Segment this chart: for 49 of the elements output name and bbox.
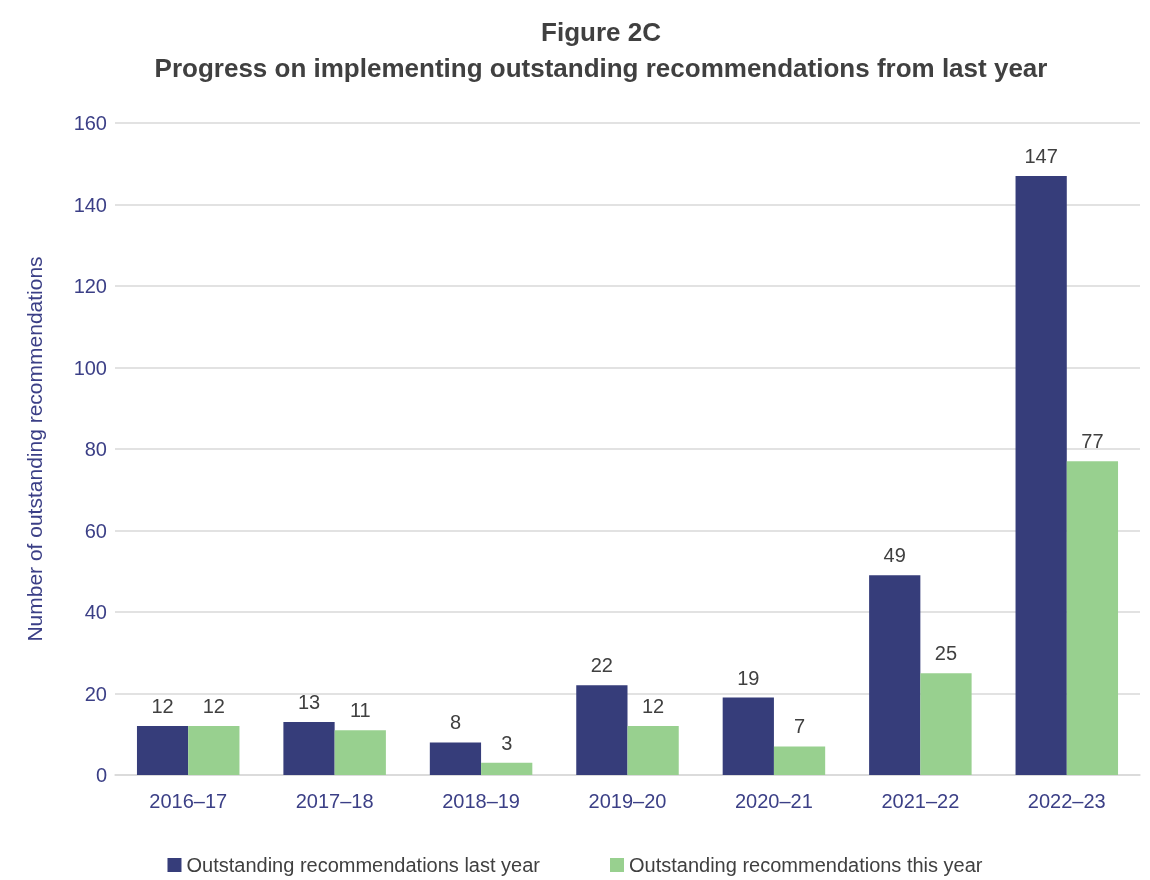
bar [1015,175,1067,775]
chart-title: Figure 2C [541,17,662,47]
data-label: 12 [151,695,174,718]
data-label: 11 [349,699,371,722]
data-label: 25 [934,642,958,665]
bar [920,673,972,775]
y-tick-label: 20 [84,682,107,705]
bar [869,575,921,775]
x-tick-label: 2022–23 [1027,790,1106,812]
data-label: 22 [590,654,613,677]
y-tick-label: 80 [84,438,107,460]
data-label: 7 [793,715,806,738]
bar [334,730,386,775]
data-label: 77 [1081,430,1104,453]
bar [627,726,679,775]
data-label: 147 [1024,144,1058,167]
y-tick-label: 160 [73,112,107,134]
data-label: 49 [883,544,906,567]
data-label: 3 [501,731,513,754]
x-tick-label: 2021–22 [881,790,960,812]
legend-label: Outstanding recommendations last year [186,854,541,876]
y-tick-label: 60 [84,519,107,542]
bar [136,726,189,775]
chart-subtitle: Progress on implementing outstanding recommendations from last year [154,53,1048,83]
y-tick-label: 140 [73,193,107,216]
bar [773,746,826,775]
data-label: 13 [297,691,321,714]
bar [283,722,335,775]
x-tick-label: 2018–19 [442,790,521,812]
legend-label: Outstanding recommendations this year [629,854,983,876]
data-label: 12 [642,695,665,718]
data-label: 8 [449,711,462,734]
y-tick-label: 40 [84,601,107,623]
y-tick-label: 120 [73,275,107,297]
y-tick-label: 100 [73,356,107,379]
bar [429,742,482,775]
bar [188,726,240,775]
bar [481,762,533,775]
x-tick-label: 2020–21 [734,790,813,812]
bar [722,697,774,775]
data-label: 19 [737,666,760,689]
bar [576,685,628,775]
y-tick-label: 0 [95,764,107,786]
bar [1066,461,1119,775]
y-axis-title: Number of outstanding recommendations [23,256,46,642]
data-label: 12 [202,695,225,718]
x-tick-label: 2019–20 [588,790,667,812]
x-tick-label: 2017–18 [295,790,374,812]
x-tick-label: 2016–17 [149,790,228,812]
